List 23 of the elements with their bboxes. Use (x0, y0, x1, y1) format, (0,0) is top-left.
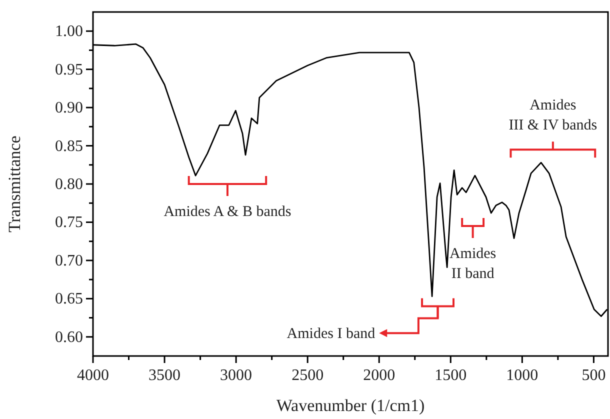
x-tick-label: 2500 (292, 367, 324, 384)
x-tick-label: 1500 (434, 367, 467, 384)
y-tick-label: 0.70 (55, 252, 83, 270)
x-axis-title: Wavenumber (1/cm1) (276, 396, 425, 415)
x-tick-label: 3000 (220, 367, 252, 384)
x-tick-label: 500 (582, 367, 606, 384)
annotation: Amides I band (286, 326, 376, 342)
x-tick-label: 4000 (77, 367, 109, 384)
y-tick-label: 0.95 (55, 61, 83, 78)
y-tick-label: 0.60 (55, 328, 83, 346)
y-tick-label: 0.80 (55, 176, 83, 193)
annotation: Amides A & B bands (164, 204, 292, 220)
y-tick-label: 1.00 (55, 23, 83, 40)
annotation: Amides III & IV bands (508, 98, 598, 134)
y-tick-label: 0.65 (55, 290, 83, 308)
y-tick-label: 0.75 (55, 214, 83, 232)
x-tick-label: 1000 (506, 367, 538, 384)
y-tick-label: 0.90 (55, 100, 83, 117)
x-tick-label: 2000 (363, 367, 396, 384)
x-tick-label: 3500 (148, 367, 181, 384)
annotation: Amides II band (449, 246, 496, 282)
y-tick-label: 0.85 (55, 138, 83, 155)
y-axis-title: Transmittance (5, 136, 24, 232)
